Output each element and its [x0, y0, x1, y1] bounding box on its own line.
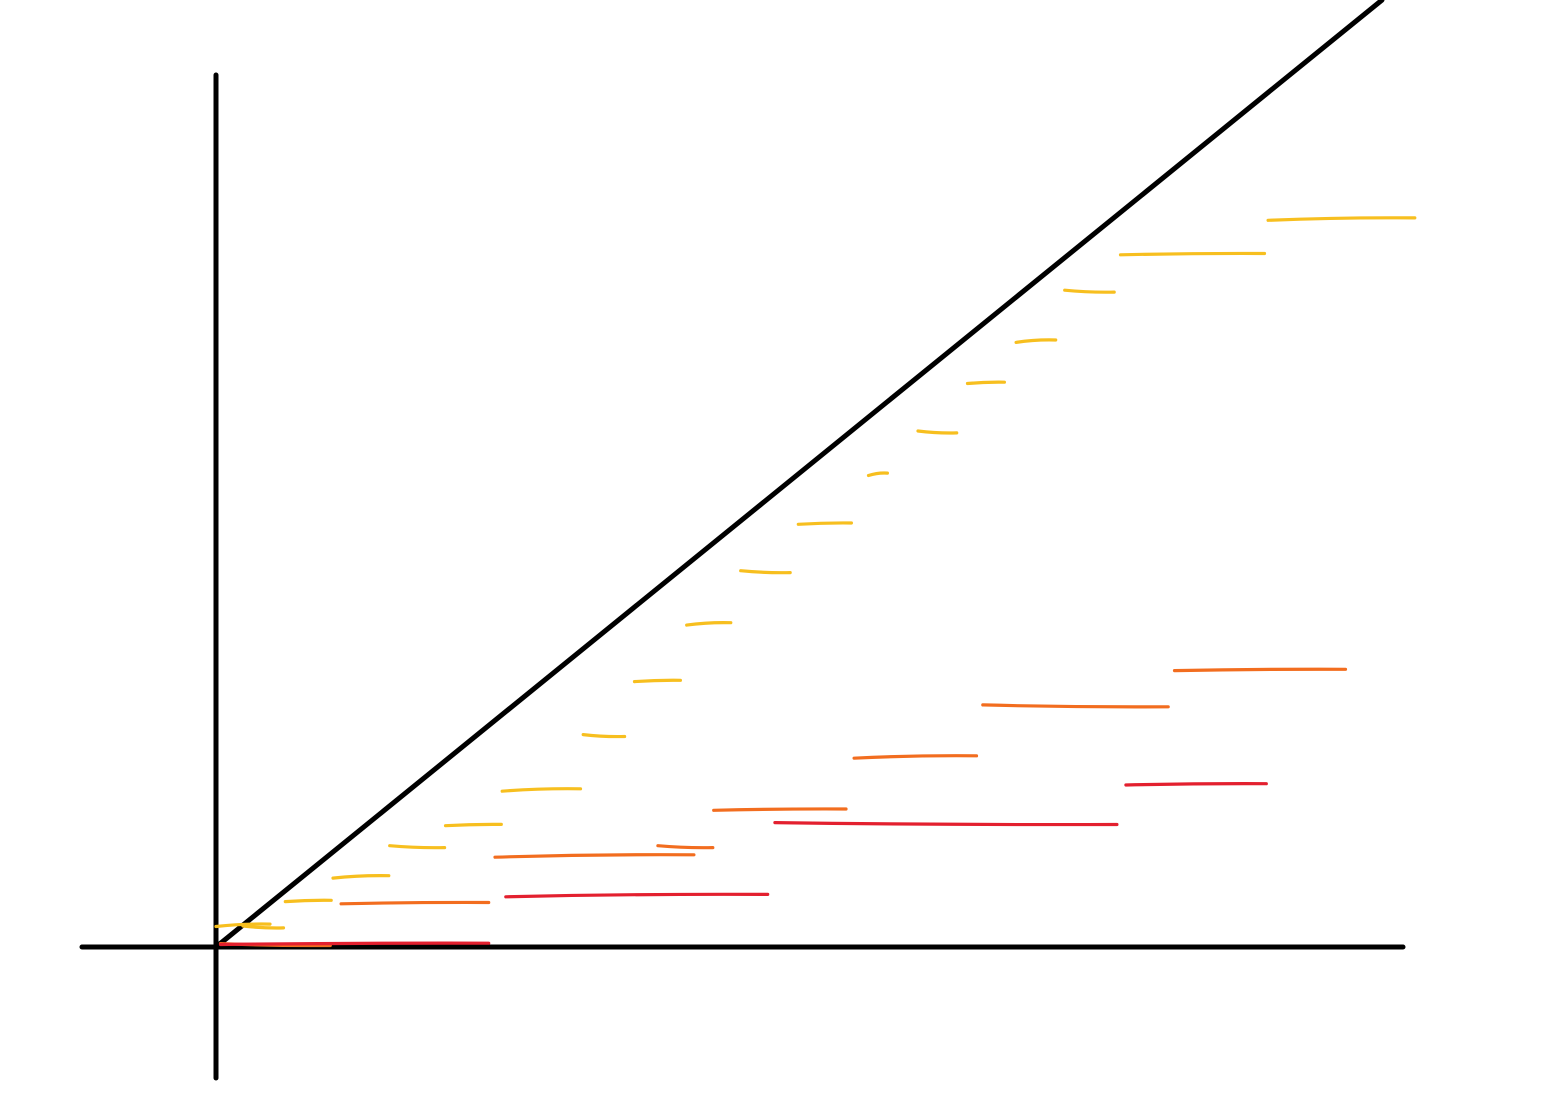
yellow-step-3 [283, 898, 333, 904]
series-red [218, 782, 1268, 947]
orange-step-3 [493, 853, 696, 859]
series-yellow [214, 216, 1417, 930]
diagonal-line [213, 0, 1385, 950]
orange-step-8 [1172, 667, 1348, 673]
red-step-1 [218, 941, 491, 947]
yellow-step-13 [866, 471, 889, 478]
red-step-2 [504, 892, 770, 899]
yellow-step-10 [685, 621, 733, 627]
series-orange [218, 667, 1348, 948]
yellow-step-6 [443, 822, 503, 828]
yellow-step-8 [581, 733, 627, 739]
yellow-step-17 [1063, 288, 1116, 294]
yellow-step-18 [1118, 251, 1267, 257]
red-step-3 [773, 821, 1119, 827]
series-layer [214, 216, 1417, 948]
yellow-step-11 [739, 569, 792, 575]
orange-step-5 [712, 807, 848, 812]
red-step-4 [1124, 782, 1268, 787]
yellow-step-9 [632, 678, 682, 684]
yellow-step-14 [916, 429, 959, 435]
orange-step-4 [656, 844, 715, 850]
yellow-step-12 [796, 521, 853, 526]
yellow-step-19 [1266, 216, 1417, 222]
yellow-step-16 [1014, 338, 1058, 344]
yellow-step-15 [965, 380, 1006, 386]
orange-step-7 [981, 703, 1170, 709]
orange-step-2 [339, 900, 491, 906]
yellow-step-4 [331, 874, 391, 880]
orange-step-6 [852, 754, 979, 760]
yellow-step-7 [500, 787, 583, 793]
yellow-step-5 [388, 844, 447, 850]
yellow-step-2 [241, 924, 286, 930]
